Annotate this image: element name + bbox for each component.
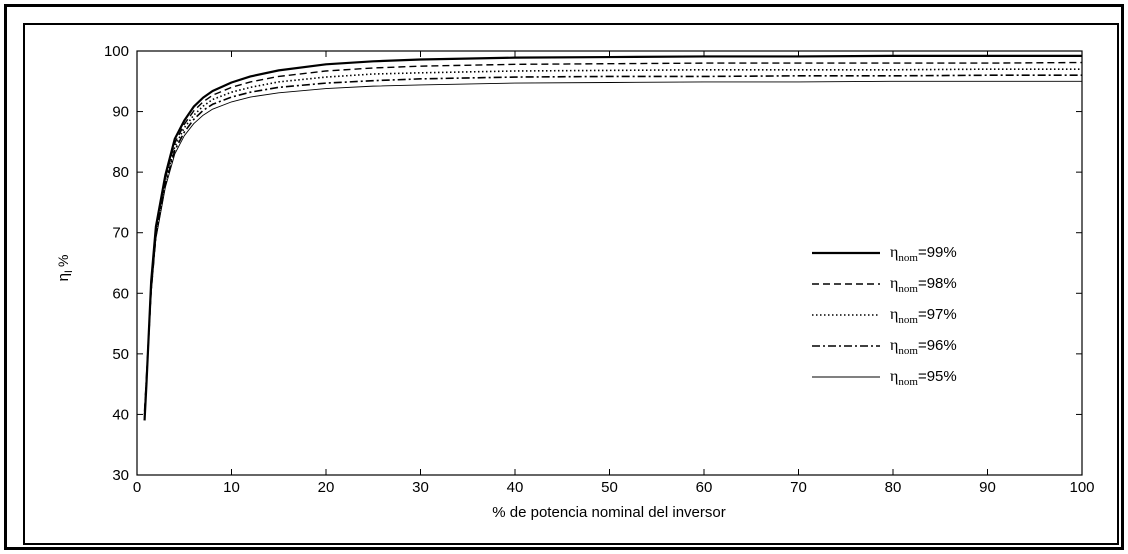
series-line — [143, 68, 1082, 415]
x-tick-label: 60 — [696, 479, 713, 496]
legend-label: ηnom=97% — [890, 306, 957, 326]
x-tick-label: 100 — [1069, 479, 1094, 496]
x-tick-label: 0 — [133, 479, 141, 496]
y-tick-label: 90 — [112, 104, 129, 121]
x-tick-label: 20 — [318, 479, 335, 496]
x-tick-label: 80 — [885, 479, 902, 496]
y-tick-label: 80 — [112, 164, 129, 181]
x-tick-label: 70 — [790, 479, 807, 496]
y-tick-label: 70 — [112, 225, 129, 242]
svg-text:ηI%: ηI% — [55, 255, 75, 282]
legend-label: ηnom=98% — [890, 275, 957, 295]
y-axis: 30 40 50 60 70 80 90 100 — [104, 43, 1082, 484]
y-axis-title-unit: % — [55, 255, 71, 267]
x-axis: 0 10 20 30 40 50 60 70 80 90 100 — [133, 51, 1095, 496]
y-axis-title-symbol: η — [55, 273, 72, 281]
plot-area — [136, 50, 1083, 476]
legend: ηnom=99% ηnom=98% ηnom=97% ηnom=96% ηnom=95% — [812, 244, 957, 388]
legend-label: ηnom=96% — [890, 337, 957, 357]
y-tick-label: 100 — [104, 43, 129, 60]
legend-label: ηnom=95% — [890, 368, 957, 388]
series-line — [143, 61, 1083, 418]
x-tick-label: 30 — [412, 479, 429, 496]
x-tick-label: 50 — [601, 479, 618, 496]
y-tick-label: 40 — [112, 406, 129, 423]
y-tick-label: 60 — [112, 285, 129, 302]
y-tick-label: 50 — [112, 346, 129, 363]
x-axis-title: % de potencia nominal del inversor — [492, 504, 725, 521]
series-line — [143, 54, 1082, 421]
series-lines — [143, 54, 1083, 421]
x-tick-label: 40 — [507, 479, 524, 496]
y-axis-title-sub: I — [63, 270, 75, 273]
x-tick-label: 10 — [223, 479, 240, 496]
y-tick-label: 30 — [112, 467, 129, 484]
series-line — [144, 80, 1082, 409]
series-line — [143, 74, 1082, 412]
outer-frame — [4, 4, 1124, 550]
y-axis-title: ηI% — [55, 255, 75, 282]
x-tick-label: 90 — [979, 479, 996, 496]
inner-frame — [23, 23, 1119, 545]
legend-label: ηnom=99% — [890, 244, 957, 264]
